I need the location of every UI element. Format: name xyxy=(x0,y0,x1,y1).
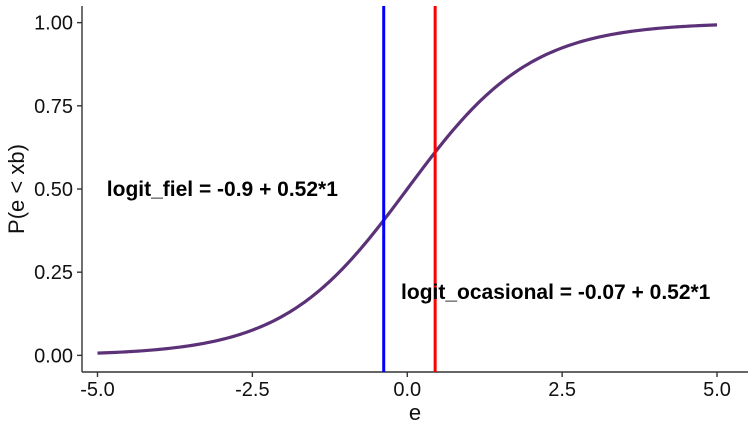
x-tick-label: -5.0 xyxy=(80,379,114,401)
series xyxy=(97,23,718,355)
y-tick-label: 0.75 xyxy=(34,96,73,118)
vlines xyxy=(382,6,437,372)
y-tick-label: 0.00 xyxy=(34,345,73,367)
y-axis-title: P(e < xb) xyxy=(4,144,29,234)
x-tick-label: 2.5 xyxy=(548,379,576,401)
x-tick-label: 0.0 xyxy=(393,379,421,401)
annotations: logit_fiel = -0.9 + 0.52*1 logit_ocasiona… xyxy=(107,178,711,304)
y-tick-label: 0.25 xyxy=(34,262,73,284)
x-tick-label: 5.0 xyxy=(703,379,731,401)
x-ticks: -5.0 -2.5 0.0 2.5 5.0 xyxy=(80,372,731,401)
x-axis-title: e xyxy=(409,400,421,425)
annotation-fiel: logit_fiel = -0.9 + 0.52*1 xyxy=(107,178,338,201)
series-curve xyxy=(97,23,718,355)
x-tick-label: -2.5 xyxy=(235,379,269,401)
annotation-ocasional: logit_ocasional = -0.07 + 0.52*1 xyxy=(401,281,711,304)
y-tick-label: 0.50 xyxy=(34,179,73,201)
y-tick-label: 1.00 xyxy=(34,13,73,35)
y-ticks: 0.00 0.25 0.50 0.75 1.00 xyxy=(34,13,82,367)
